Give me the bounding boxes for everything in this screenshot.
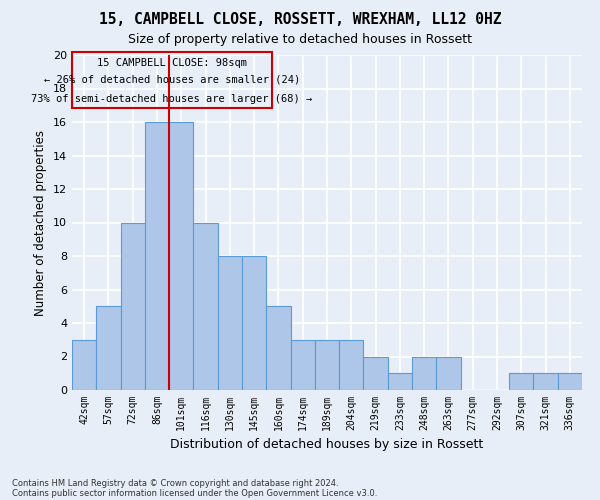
Bar	[242, 256, 266, 390]
Bar	[558, 373, 582, 390]
Bar	[169, 122, 193, 390]
Bar	[96, 306, 121, 390]
Text: 15, CAMPBELL CLOSE, ROSSETT, WREXHAM, LL12 0HZ: 15, CAMPBELL CLOSE, ROSSETT, WREXHAM, LL…	[99, 12, 501, 28]
Bar	[533, 373, 558, 390]
Text: 73% of semi-detached houses are larger (68) →: 73% of semi-detached houses are larger (…	[31, 94, 313, 104]
Bar	[339, 340, 364, 390]
Bar	[412, 356, 436, 390]
Bar	[509, 373, 533, 390]
Bar	[436, 356, 461, 390]
Bar	[193, 222, 218, 390]
X-axis label: Distribution of detached houses by size in Rossett: Distribution of detached houses by size …	[170, 438, 484, 452]
Text: ← 26% of detached houses are smaller (24): ← 26% of detached houses are smaller (24…	[44, 74, 300, 85]
Text: 15 CAMPBELL CLOSE: 98sqm: 15 CAMPBELL CLOSE: 98sqm	[97, 58, 247, 68]
Bar	[218, 256, 242, 390]
Text: Contains HM Land Registry data © Crown copyright and database right 2024.: Contains HM Land Registry data © Crown c…	[12, 478, 338, 488]
Bar	[266, 306, 290, 390]
Y-axis label: Number of detached properties: Number of detached properties	[34, 130, 47, 316]
Bar	[388, 373, 412, 390]
Text: Size of property relative to detached houses in Rossett: Size of property relative to detached ho…	[128, 32, 472, 46]
Text: Contains public sector information licensed under the Open Government Licence v3: Contains public sector information licen…	[12, 488, 377, 498]
Bar	[290, 340, 315, 390]
Bar	[315, 340, 339, 390]
Bar	[364, 356, 388, 390]
Bar	[121, 222, 145, 390]
Bar	[145, 122, 169, 390]
Bar	[72, 340, 96, 390]
